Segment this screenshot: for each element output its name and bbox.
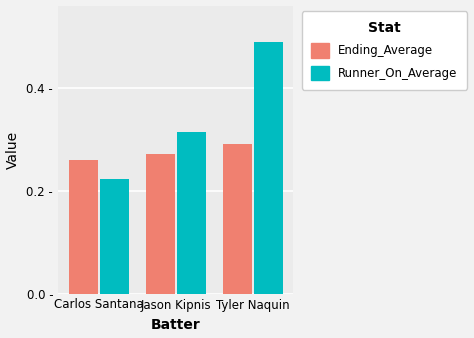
Bar bbox=[69, 160, 98, 294]
Legend: Ending_Average, Runner_On_Average: Ending_Average, Runner_On_Average bbox=[302, 11, 467, 90]
Y-axis label: Value: Value bbox=[6, 130, 19, 169]
Bar bbox=[146, 154, 175, 294]
X-axis label: Batter: Batter bbox=[151, 318, 201, 333]
Bar bbox=[223, 144, 252, 294]
Bar bbox=[254, 42, 283, 294]
Bar bbox=[176, 131, 206, 294]
Bar bbox=[100, 179, 129, 294]
